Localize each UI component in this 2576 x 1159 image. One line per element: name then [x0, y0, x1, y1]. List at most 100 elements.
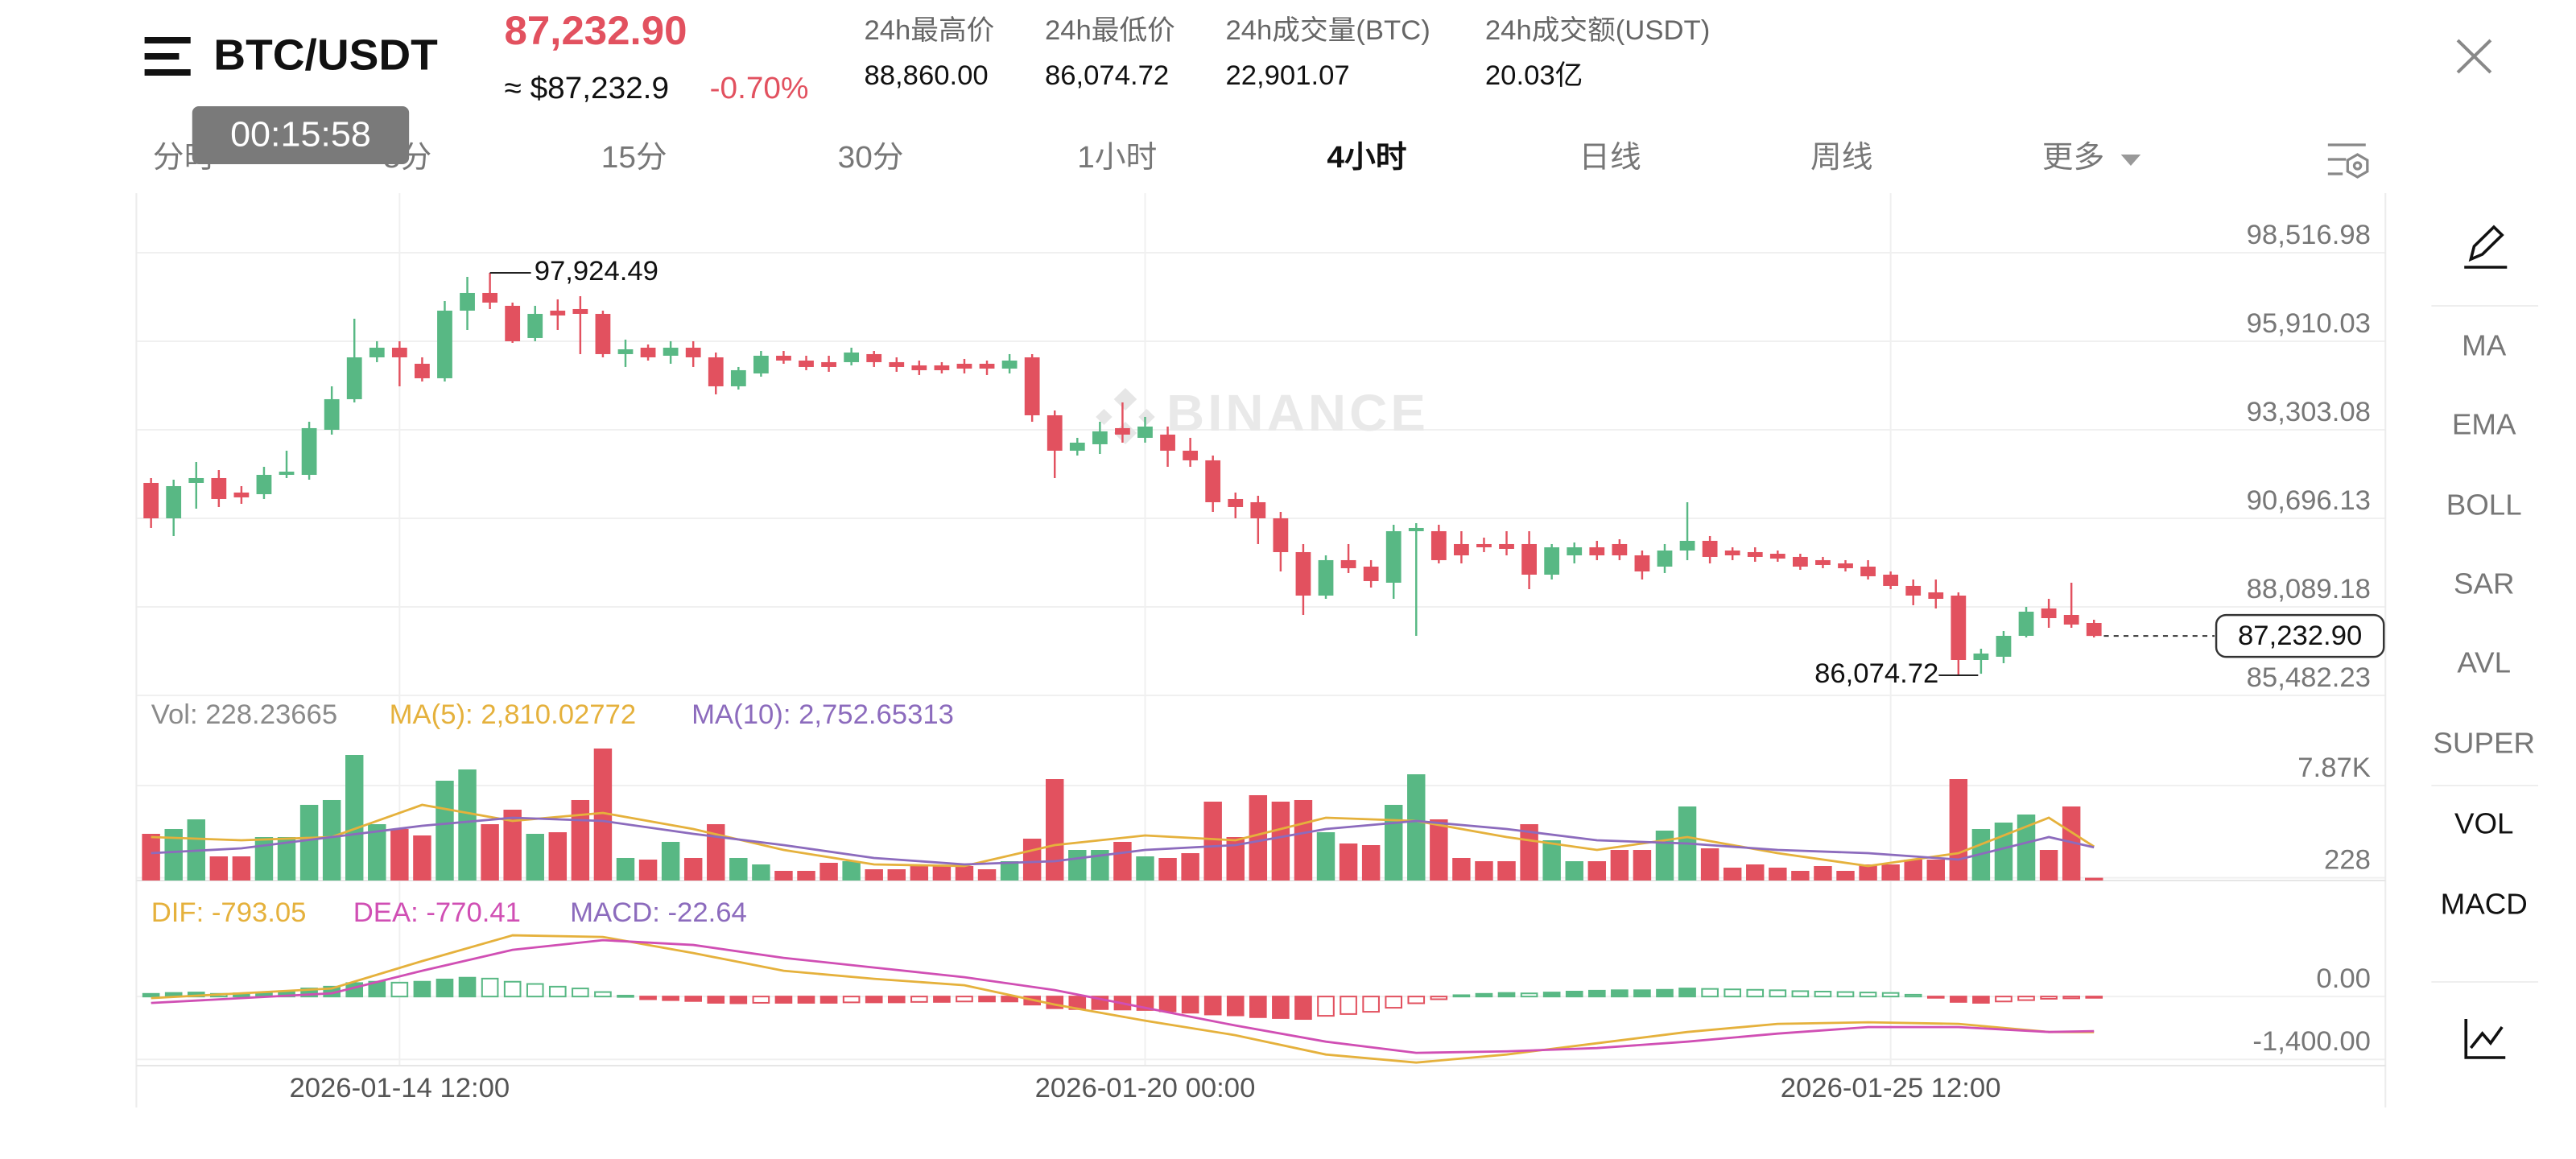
indicator-toggle[interactable]: MA [2462, 329, 2507, 362]
macd-bar [1317, 996, 1335, 1017]
indicator-toggle[interactable]: MACD [2441, 888, 2528, 921]
candle-body [1499, 543, 1514, 549]
macd-bar [956, 996, 973, 1003]
interval-tab[interactable]: 1小时 [1077, 140, 1157, 175]
close-button[interactable] [2456, 39, 2492, 74]
candle-body [956, 363, 972, 369]
candle-body [1792, 556, 1808, 567]
candle-body [1634, 555, 1650, 571]
volume-bar [2039, 850, 2058, 881]
volume-bar [1565, 861, 1583, 881]
macd-bar [684, 996, 703, 1002]
macd-bar [752, 996, 770, 1004]
candle-body [1815, 559, 1831, 565]
volume-bar [1249, 794, 1268, 881]
volume-bar [503, 809, 522, 881]
macd-bar [1362, 996, 1380, 1013]
volume-bar [277, 837, 296, 881]
menu-bar [144, 69, 191, 76]
candle-body [1340, 559, 1356, 568]
macd-bar [1972, 996, 1990, 1004]
candle-body [1657, 550, 1673, 567]
volume-bar [977, 869, 997, 881]
interval-tab[interactable]: 15分 [601, 140, 667, 175]
macd-bar [1497, 992, 1516, 998]
macd-bar [865, 996, 883, 1004]
candle-body [301, 427, 317, 475]
interval-tab[interactable]: 30分 [838, 140, 904, 175]
macd-bar [1475, 992, 1493, 998]
chart-settings-icon[interactable] [2327, 143, 2369, 179]
pair-title[interactable]: BTC/USDT [213, 31, 438, 79]
volume-bar [910, 866, 929, 881]
interval-tab[interactable]: 4小时 [1327, 140, 1406, 175]
indicator-toggle[interactable]: VOL [2454, 807, 2513, 840]
candle-body [391, 347, 407, 357]
macd-bar [1407, 996, 1426, 1004]
macd-bar [503, 980, 522, 998]
menu-icon[interactable] [144, 37, 191, 76]
volume-bar [1655, 831, 1674, 881]
macd-bar [1272, 996, 1290, 1019]
macd-bar [2062, 996, 2080, 1000]
volume-bar [1158, 857, 1177, 881]
volume-bar [481, 823, 499, 881]
macd-bar [978, 996, 996, 1003]
macd-bar [1001, 996, 1018, 1003]
candle-body [911, 365, 927, 370]
volume-bar [638, 860, 658, 881]
candle-body [730, 369, 746, 386]
volume-bar [774, 871, 793, 881]
indicator-toggle[interactable]: SAR [2454, 567, 2515, 600]
stat-label: 24h最高价 [864, 15, 994, 46]
interval-tab[interactable]: 日线 [1579, 140, 1641, 175]
macd-bar [1430, 996, 1448, 1000]
candle-body [324, 398, 340, 430]
volume-bar [1542, 840, 1561, 881]
candle-body [1567, 547, 1583, 555]
volume-bar [1791, 871, 1810, 881]
candle-body [143, 482, 159, 518]
indicator-toggle[interactable]: AVL [2457, 646, 2511, 679]
indicator-line [151, 816, 2095, 866]
volume-bar [1022, 838, 1042, 881]
volume-bar [1859, 864, 1877, 881]
macd-bar [1181, 996, 1199, 1014]
y-tick-label: 98,516.98 [2247, 220, 2371, 250]
volume-bar [1113, 842, 1132, 881]
indicator-chart-icon[interactable] [2464, 1019, 2506, 1059]
indicator-toggle[interactable]: BOLL [2446, 489, 2522, 522]
dropdown-arrow[interactable] [2120, 155, 2141, 166]
last-price-box [2215, 613, 2385, 658]
icon-axes [2464, 1019, 2506, 1059]
macd-bar [819, 996, 838, 1004]
interval-tab[interactable]: 更多 [2042, 140, 2105, 175]
volume-bar [1746, 864, 1765, 881]
macd-bar [1611, 989, 1629, 998]
candle-body [279, 471, 295, 475]
logo-part [1096, 409, 1113, 425]
candle-body [685, 347, 701, 357]
volume-bar [232, 856, 251, 881]
volume-bar [616, 857, 635, 881]
macd-bar [1203, 996, 1222, 1016]
draw-tool-icon[interactable] [2468, 225, 2504, 262]
candle-body [889, 361, 905, 367]
indicator-toggle[interactable]: EMA [2452, 408, 2516, 441]
volume-bar [368, 823, 386, 881]
volume-bar [345, 755, 364, 881]
volume-bar [593, 749, 613, 881]
legend-entry: DEA: -770.41 [353, 897, 521, 928]
volume-bar [729, 857, 748, 881]
icon-dot [2352, 161, 2363, 171]
candle-body [1883, 574, 1899, 586]
candle-body [1228, 498, 1244, 507]
indicator-toggle[interactable]: SUPER [2433, 727, 2535, 760]
volume-bar [932, 866, 952, 881]
macd-bar [572, 988, 589, 998]
volume-bar [1769, 867, 1787, 881]
stat-value: 20.03亿 [1485, 60, 1583, 91]
interval-tab[interactable]: 周线 [1810, 140, 1873, 175]
stat-label: 24h成交额(USDT) [1485, 15, 1710, 46]
candle-body [1544, 547, 1560, 575]
